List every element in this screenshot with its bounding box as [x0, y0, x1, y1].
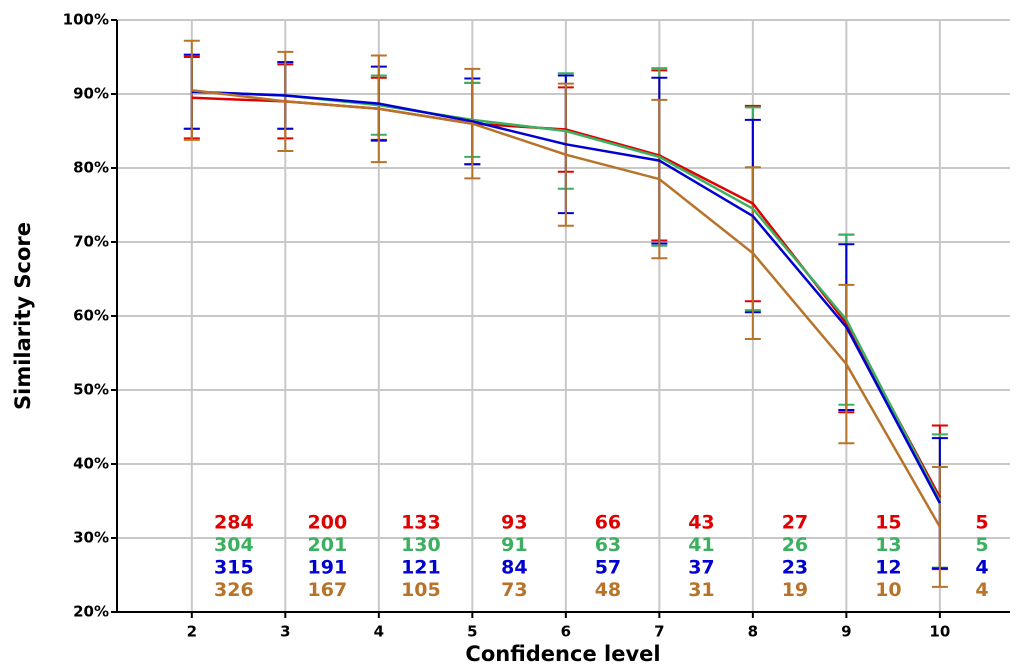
x-tick-label: 4 — [374, 623, 384, 641]
x-tick-label: 8 — [748, 623, 758, 641]
count-label: 121 — [401, 557, 441, 579]
x-tick-label: 9 — [841, 623, 851, 641]
count-label: 304 — [214, 534, 254, 556]
y-tick-label: 80% — [73, 159, 109, 177]
count-label: 66 — [595, 512, 621, 534]
count-label: 93 — [501, 512, 527, 534]
series-line — [191, 89, 941, 528]
count-label: 15 — [875, 512, 901, 534]
count-label: 91 — [501, 534, 527, 556]
count-label: 23 — [782, 557, 808, 579]
count-label: 4 — [975, 579, 988, 601]
x-axis-label: Confidence level — [465, 642, 660, 666]
y-tick-label: 90% — [73, 85, 109, 103]
x-tick-label: 5 — [467, 623, 477, 641]
count-label: 48 — [595, 579, 621, 601]
series-line — [191, 90, 941, 504]
x-tick-label: 3 — [280, 623, 290, 641]
y-tick-label: 100% — [63, 11, 109, 29]
count-label: 326 — [214, 579, 254, 601]
count-label: 73 — [501, 579, 527, 601]
x-tick-label: 2 — [187, 623, 197, 641]
count-label: 200 — [308, 512, 348, 534]
x-tick-label: 6 — [561, 623, 571, 641]
y-tick-label: 20% — [73, 603, 109, 621]
count-label: 315 — [214, 557, 254, 579]
error-bar — [183, 39, 200, 141]
count-label: 5 — [975, 512, 988, 534]
count-label: 41 — [688, 534, 714, 556]
count-label: 5 — [975, 534, 988, 556]
count-label: 284 — [214, 512, 254, 534]
count-label: 37 — [688, 557, 714, 579]
count-label: 201 — [308, 534, 348, 556]
count-label: 43 — [688, 512, 714, 534]
y-axis-label: Similarity Score — [11, 222, 35, 410]
count-label: 133 — [401, 512, 441, 534]
count-label: 13 — [875, 534, 901, 556]
y-tick-label: 60% — [73, 307, 109, 325]
y-tick-label: 50% — [73, 381, 109, 399]
count-label: 105 — [401, 579, 441, 601]
x-tick-label: 10 — [929, 623, 950, 641]
count-label: 63 — [595, 534, 621, 556]
y-tick-label: 70% — [73, 233, 109, 251]
count-label: 19 — [782, 579, 808, 601]
count-label: 4 — [975, 557, 988, 579]
count-label: 191 — [308, 557, 348, 579]
count-label: 84 — [501, 557, 527, 579]
count-label: 12 — [875, 557, 901, 579]
y-tick-label: 40% — [73, 455, 109, 473]
count-label: 57 — [595, 557, 621, 579]
count-label: 130 — [401, 534, 441, 556]
count-label: 31 — [688, 579, 714, 601]
count-label: 10 — [875, 579, 901, 601]
x-tick-label: 7 — [654, 623, 664, 641]
count-label: 167 — [308, 579, 348, 601]
count-label: 26 — [782, 534, 808, 556]
count-label: 27 — [782, 512, 808, 534]
y-tick-label: 30% — [73, 529, 109, 547]
